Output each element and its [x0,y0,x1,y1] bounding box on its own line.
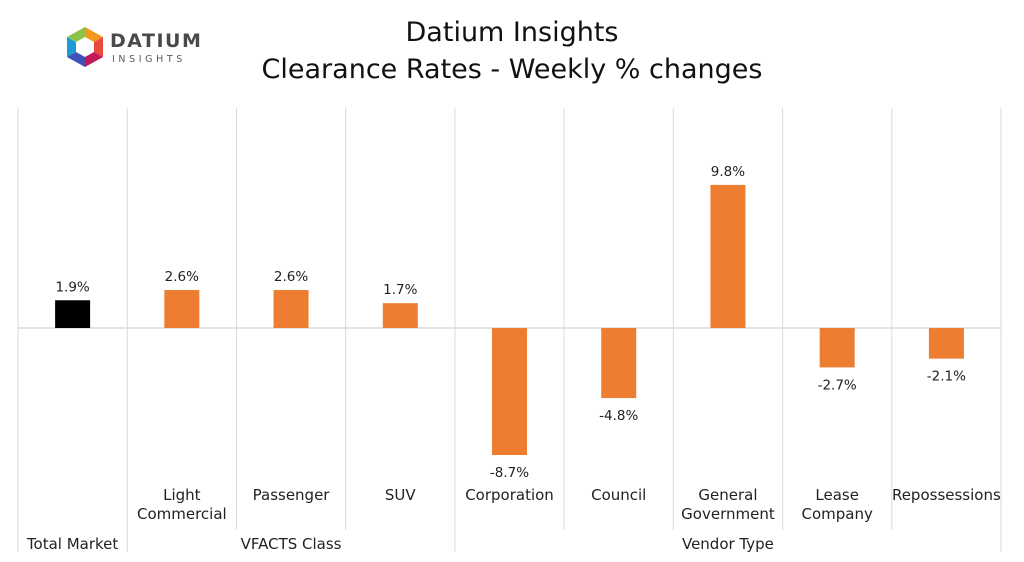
group-label: Vendor Type [682,535,774,553]
bar-light-commercial [164,290,200,328]
bar-corporation [492,328,527,456]
data-label: 2.6% [274,269,308,285]
bar-passenger [273,290,309,328]
data-label: -8.7% [490,465,529,481]
category-label: Passenger [253,486,331,504]
bar-suv [382,303,418,328]
data-label: 1.7% [383,282,417,298]
category-label: Repossessions [892,486,1001,504]
datium-logo: DATIUM INSIGHTS [62,24,202,76]
data-label: 2.6% [165,269,199,285]
datium-hexagon-icon [67,27,103,67]
bar-general-government [710,184,746,328]
category-label: Council [591,486,646,504]
category-label: SUV [385,486,417,504]
data-label: 9.8% [711,164,745,180]
chart-subtitle: Clearance Rates - Weekly % changes [261,54,763,85]
chart-title-block: Datium Insights Clearance Rates - Weekly… [200,14,824,88]
logo-wordmark: DATIUM [110,30,203,52]
group-label: Total Market [26,535,118,553]
chart-title: Datium Insights [405,17,619,48]
bar-lease-company [819,328,855,368]
data-label: -2.1% [927,369,966,385]
category-label: Lease Company [801,486,872,523]
logo-subtext: INSIGHTS [112,54,186,65]
category-label: General Government [681,486,775,523]
group-label: VFACTS Class [241,535,342,553]
bar-total-market [55,300,91,328]
bar-council [601,328,637,399]
bar-repossessions [928,328,964,359]
data-label: -4.8% [599,408,638,424]
category-label: Corporation [465,486,554,504]
category-label: Light Commercial [137,486,227,523]
data-label: 1.9% [55,279,89,295]
data-label: -2.7% [818,377,857,393]
